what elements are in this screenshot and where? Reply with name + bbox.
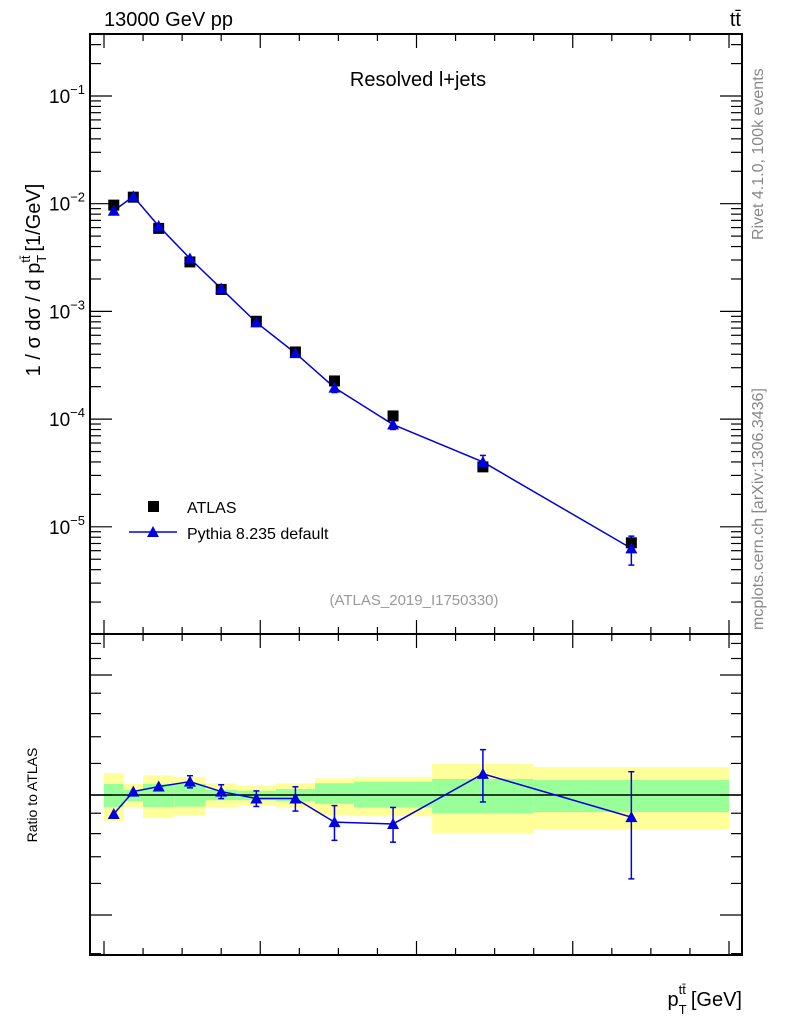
y-tick-label: 10−4 bbox=[49, 405, 85, 431]
ratio-y-axis-label: Ratio to ATLAS bbox=[24, 748, 40, 843]
pythia-point bbox=[250, 316, 263, 328]
mcplots-label: mcplots.cern.ch [arXiv:1306.3436] bbox=[750, 388, 767, 630]
pythia-point bbox=[215, 282, 228, 294]
x-axis-label-unit: [GeV] bbox=[691, 989, 742, 1011]
y-tick-label-exp: −5 bbox=[70, 513, 85, 528]
ratio-point bbox=[152, 780, 165, 792]
pythia-line bbox=[113, 195, 632, 550]
ratio-point bbox=[250, 792, 263, 804]
ratio-point bbox=[215, 785, 228, 797]
pythia-point bbox=[476, 455, 489, 467]
ratio-plot-frame bbox=[89, 633, 743, 956]
y-tick-label: 10−2 bbox=[49, 190, 85, 216]
data-marks bbox=[107, 190, 638, 880]
energy-label: 13000 GeV pp bbox=[104, 9, 233, 31]
y-tick-label: 10−5 bbox=[49, 513, 85, 539]
ratio-point bbox=[387, 817, 400, 829]
y-tick-label-base: 10 bbox=[49, 410, 70, 431]
atlas-point bbox=[328, 375, 340, 387]
x-axis-label-sup: tt̄ bbox=[679, 982, 687, 997]
y-tick-label-exp: −2 bbox=[70, 190, 85, 205]
pythia-point bbox=[152, 220, 165, 232]
y-tick-label-base: 10 bbox=[49, 87, 70, 108]
pythia-point bbox=[625, 542, 638, 554]
y-axis-label-sub: T bbox=[34, 255, 49, 263]
x-axis-label: pTtt̄ [GeV] bbox=[668, 982, 742, 1017]
atlas-point bbox=[387, 410, 399, 422]
inner-band bbox=[314, 783, 354, 804]
axis-ticks bbox=[90, 34, 742, 955]
process-label: tt̄ bbox=[730, 9, 742, 31]
y-tick-label-exp: −3 bbox=[70, 297, 85, 312]
pythia-point bbox=[107, 204, 120, 216]
ratio-point bbox=[183, 775, 196, 787]
pythia-point bbox=[328, 381, 341, 393]
y-tick-label-base: 10 bbox=[49, 302, 70, 323]
pythia-point bbox=[289, 347, 302, 359]
y-tick-label: 10−3 bbox=[49, 297, 85, 323]
ratio-uncertainty-bands bbox=[104, 764, 729, 834]
rivet-label: Rivet 4.1.0, 100k events bbox=[750, 68, 767, 240]
legend-pythia-marker bbox=[147, 526, 159, 537]
tick-labels: 10−110−210−310−410−5 bbox=[49, 82, 85, 539]
panel-title: Resolved l+jets bbox=[350, 69, 486, 91]
y-tick-label-exp: −4 bbox=[70, 405, 85, 420]
y-tick-label-base: 10 bbox=[49, 195, 70, 216]
ratio-point bbox=[127, 785, 140, 797]
y-tick-label: 10−1 bbox=[49, 82, 85, 108]
ratio-point bbox=[289, 792, 302, 804]
legend: ATLAS Pythia 8.235 default bbox=[129, 500, 329, 543]
y-tick-label-exp: −1 bbox=[70, 82, 85, 97]
pythia-point bbox=[127, 190, 140, 202]
analysis-id: (ATLAS_2019_I1750330) bbox=[329, 592, 498, 609]
legend-atlas-label: ATLAS bbox=[187, 500, 237, 517]
pythia-point bbox=[183, 252, 196, 264]
pythia-point bbox=[387, 418, 400, 430]
x-axis-label-main: p bbox=[668, 989, 679, 1011]
y-tick-label-base: 10 bbox=[49, 518, 70, 539]
legend-pythia-label: Pythia 8.235 default bbox=[187, 526, 329, 543]
ratio-point bbox=[328, 816, 341, 828]
y-axis-label: 1 / σ dσ / d pTtt̄ [1/GeV] bbox=[18, 184, 49, 377]
ratio-point bbox=[625, 811, 638, 823]
y-axis-label-unit: [1/GeV] bbox=[23, 184, 45, 252]
legend-atlas-marker bbox=[148, 501, 159, 512]
ratio-point bbox=[107, 808, 120, 820]
y-axis-label-main: 1 / σ dσ / d p bbox=[23, 263, 45, 377]
ratio-point bbox=[476, 767, 489, 779]
x-axis-label-sub: T bbox=[679, 1002, 687, 1017]
main-plot-frame bbox=[89, 33, 743, 635]
y-axis-label-sup: tt̄ bbox=[18, 255, 33, 263]
